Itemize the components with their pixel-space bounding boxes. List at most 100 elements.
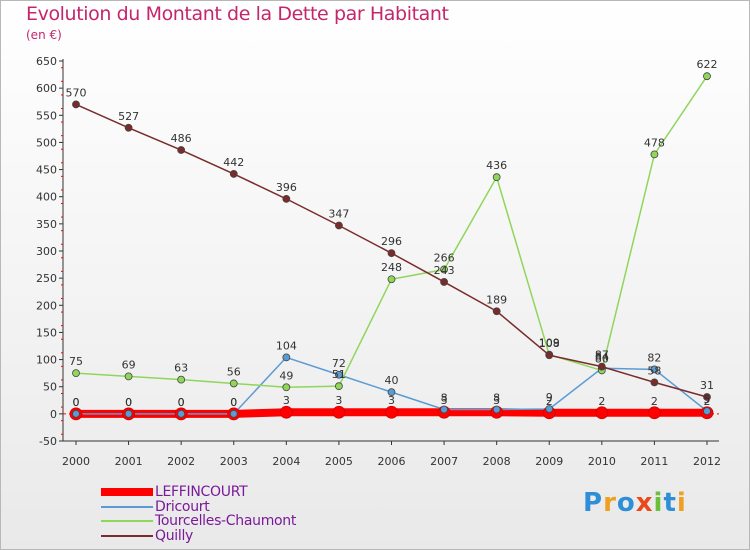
data-point (229, 170, 238, 178)
x-tick-label: 2003 (220, 455, 248, 468)
data-label: 8 (493, 392, 500, 405)
legend-label-leffincourt: LEFFINCOURT (155, 484, 248, 500)
data-label: 486 (171, 132, 192, 145)
data-label: 2 (651, 395, 658, 408)
data-point (387, 388, 396, 397)
data-label: 104 (276, 339, 297, 352)
data-label: 82 (647, 351, 661, 364)
data-point (597, 362, 606, 371)
data-label: 0 (73, 396, 80, 409)
x-tick-label: 2005 (325, 455, 353, 468)
data-label: 0 (178, 396, 185, 409)
data-point (282, 353, 291, 362)
logo-letter: r (603, 488, 617, 518)
data-label: 84 (595, 350, 609, 363)
logo-letter: t (663, 488, 677, 518)
data-label: 442 (223, 156, 244, 169)
y-tick-label: 350 (36, 218, 57, 231)
y-tick-label: -50 (39, 435, 57, 448)
logo-letter: i (653, 488, 664, 518)
data-point (492, 307, 501, 316)
data-label: 3 (441, 394, 448, 407)
data-point (648, 406, 661, 420)
data-label: 248 (381, 261, 402, 274)
legend-label-quilly: Quilly (155, 527, 194, 544)
data-label: 2 (546, 395, 553, 408)
data-label: 2 (598, 395, 605, 408)
data-label: 622 (697, 58, 718, 71)
y-tick-label: 650 (36, 55, 57, 68)
data-label: 108 (539, 337, 560, 350)
logo-letter: x (635, 488, 654, 518)
data-label: 8 (441, 392, 448, 405)
data-point (279, 405, 293, 419)
logo-letter: i (676, 488, 687, 518)
data-label: 527 (118, 110, 139, 123)
data-label: 2 (704, 395, 711, 408)
data-label: 49 (279, 369, 293, 382)
data-label: 189 (486, 293, 507, 306)
data-point (72, 409, 80, 418)
data-point (492, 405, 501, 414)
data-point (124, 123, 133, 132)
y-tick-label: 400 (36, 191, 57, 204)
x-tick-label: 2009 (535, 455, 563, 468)
data-label: 0 (178, 396, 185, 409)
data-label: 5 (704, 393, 711, 406)
chart-title: Evolution du Montant de la Dette par Hab… (26, 3, 449, 25)
data-point (72, 100, 80, 109)
data-point (282, 383, 291, 392)
data-point (440, 265, 448, 274)
proxiti-logo: Proxiti (583, 488, 687, 518)
data-point (335, 382, 343, 391)
data-point (703, 393, 711, 401)
data-label: 0 (230, 396, 237, 409)
data-point (72, 369, 80, 378)
x-tick-label: 2010 (588, 455, 616, 468)
data-point (177, 409, 186, 418)
x-tick-label: 2008 (483, 455, 511, 468)
data-label: 3 (493, 394, 500, 407)
data-label: 58 (647, 364, 661, 377)
data-label: 51 (332, 368, 346, 381)
data-label: 109 (539, 337, 560, 350)
y-tick-label: 200 (36, 299, 57, 312)
y-tick-label: 550 (36, 109, 57, 122)
data-point (703, 407, 711, 416)
data-point (387, 275, 396, 284)
data-point (440, 405, 448, 414)
x-tick-label: 2007 (430, 455, 458, 468)
x-tick-label: 2004 (272, 455, 300, 468)
data-label: 3 (388, 394, 395, 407)
data-point (492, 173, 501, 182)
legend-label-tourcelles-chaumont: Tourcelles-Chaumont (155, 513, 297, 529)
data-point (545, 351, 554, 360)
data-point (650, 365, 659, 374)
y-tick-label: 0 (50, 408, 57, 421)
y-tick-label: 100 (36, 354, 57, 367)
logo-letter: P (583, 488, 604, 518)
legend-label-dricourt: Dricourt (155, 498, 210, 515)
data-label: 3 (335, 394, 342, 407)
data-label: 0 (125, 396, 132, 409)
data-label: 570 (66, 86, 87, 99)
data-label: 478 (644, 136, 665, 149)
data-label: 87 (595, 349, 609, 362)
data-point (385, 405, 398, 419)
logo-letter: o (616, 488, 636, 518)
data-point (282, 194, 291, 203)
data-label: 0 (73, 396, 80, 409)
data-label: 436 (486, 159, 507, 172)
data-label: 69 (122, 358, 136, 371)
legend-swatch-dricourt (101, 505, 153, 508)
data-point (335, 370, 343, 379)
data-label: 396 (276, 181, 297, 194)
data-label: 9 (546, 391, 553, 404)
y-tick-label: 500 (36, 136, 57, 149)
chart-subtitle: (en €) (26, 28, 62, 42)
data-label: 56 (227, 365, 241, 378)
x-tick-label: 2000 (62, 455, 90, 468)
data-label: 75 (69, 355, 83, 368)
